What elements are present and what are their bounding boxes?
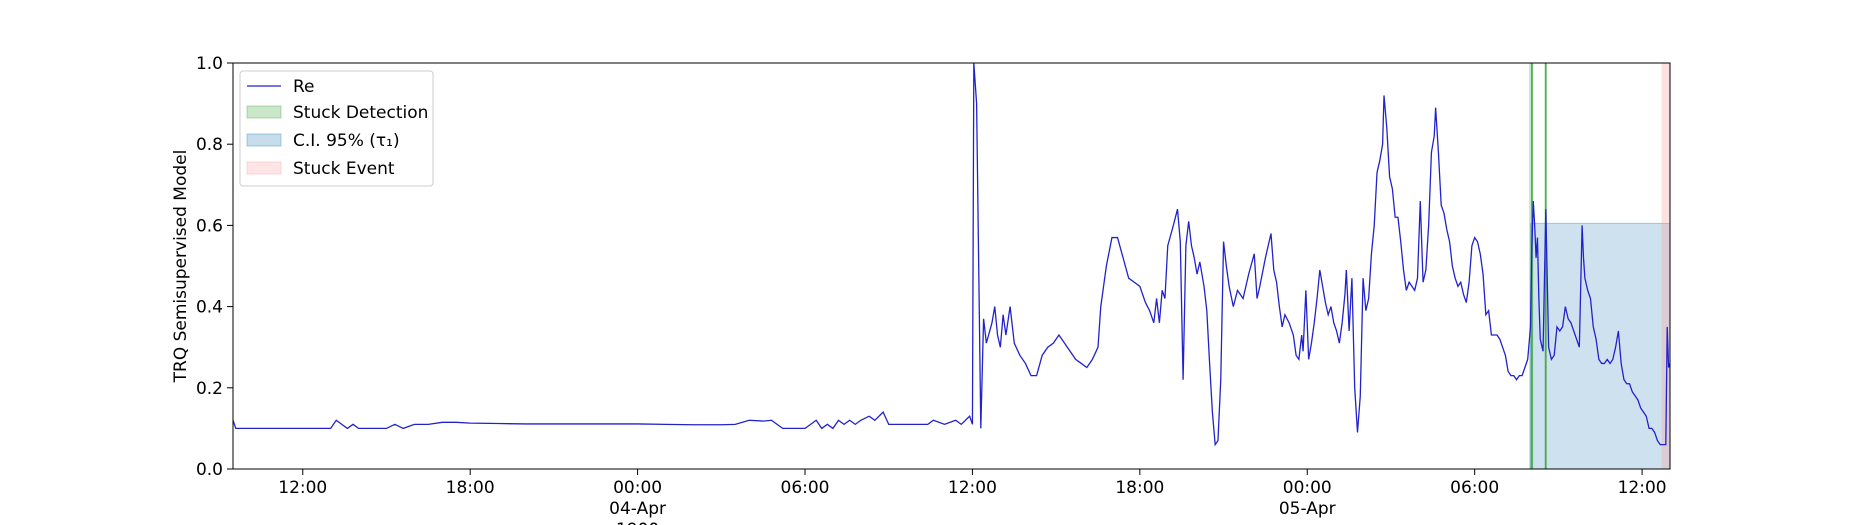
x-tick-label-4: 12:00 [948,478,997,498]
series-line-re [232,62,1671,447]
legend-swatch-stuck-event [246,161,282,175]
series-layer [232,62,1671,447]
x-tick-year-label-2: 1900 [616,520,659,525]
x-tick-label-2: 00:00 [613,478,662,498]
stuck-event-span [1661,63,1670,469]
x-axis: 12:0018:0000:0004-Apr190006:0012:0018:00… [278,469,1667,525]
x-tick-label-3: 06:00 [781,478,830,498]
legend-box [239,70,434,187]
y-axis: 0.0 0.2 0.4 0.6 0.8 1.0 [196,54,233,480]
legend-label-ci-95: C.I. 95% (τ₁) [293,131,400,151]
x-tick-label-7: 06:00 [1450,478,1499,498]
y-tick-label-1: 0.2 [196,379,223,399]
x-tick-label-6: 00:00 [1283,478,1332,498]
legend-label-re: Re [293,77,315,97]
legend-label-stuck-detection: Stuck Detection [293,103,428,123]
ci-95-span [1529,222,1671,470]
plot-frame [232,62,1671,470]
x-tick-label-1: 18:00 [446,478,495,498]
y-tick-label-3: 0.6 [196,216,223,236]
legend-label-stuck-event: Stuck Event [293,159,395,179]
y-tick-label-5: 1.0 [196,54,223,74]
x-tick-label-5: 18:00 [1115,478,1164,498]
x-tick-date-label-6: 05-Apr [1279,499,1336,519]
y-axis-title: TRQ Semisupervised Model [171,150,191,384]
y-tick-label-2: 0.4 [196,298,223,318]
spans-layer [1529,63,1671,470]
y-tick-label-4: 0.8 [196,135,223,155]
legend-swatch-ci-95 [246,133,282,147]
x-tick-label-8: 12:00 [1618,478,1667,498]
y-tick-label-0: 0.0 [196,460,223,480]
x-tick-date-label-2: 04-Apr [609,499,666,519]
legend-swatch-stuck-detection [246,105,282,119]
legend: Re Stuck Detection C.I. 95% (τ₁) Stuck E… [239,70,434,187]
x-tick-label-0: 12:00 [278,478,327,498]
